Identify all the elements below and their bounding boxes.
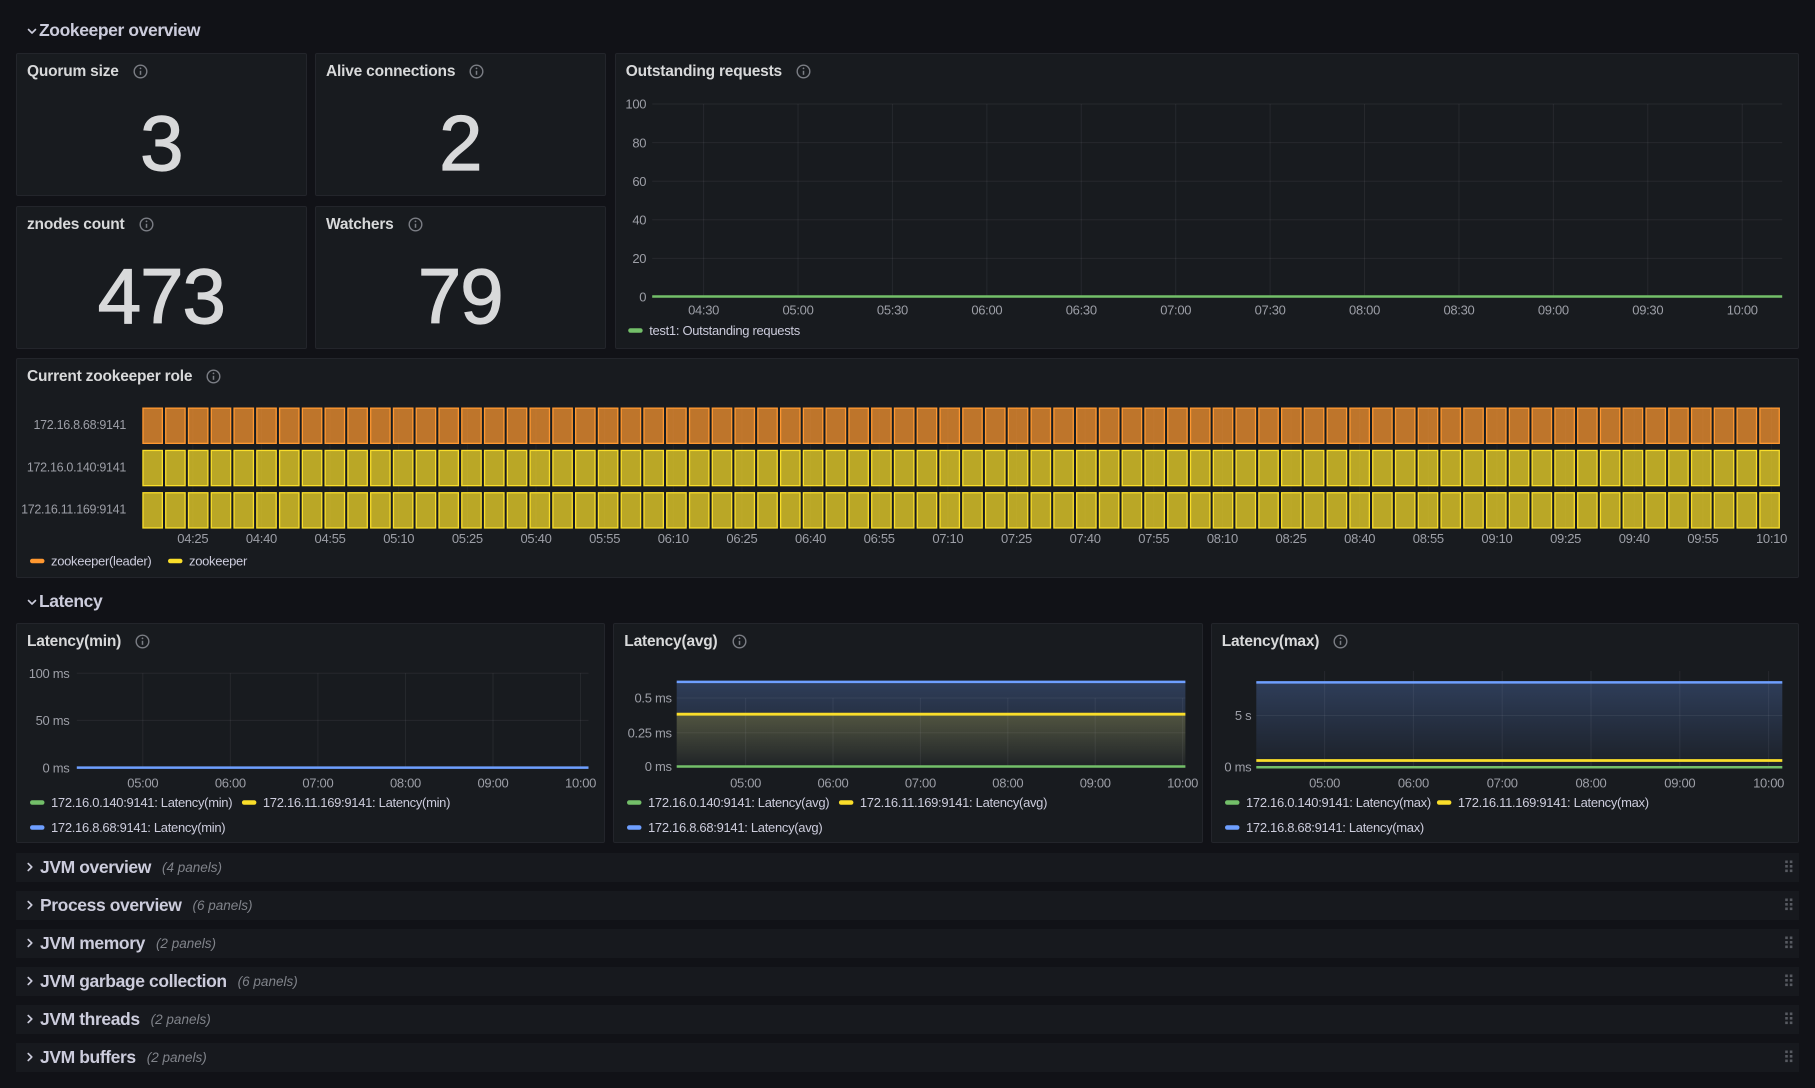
svg-text:07:00: 07:00	[302, 775, 333, 790]
svg-text:05:00: 05:00	[730, 775, 761, 790]
svg-text:20: 20	[632, 251, 646, 266]
svg-text:172.16.8.68:9141: Latency(avg): 172.16.8.68:9141: Latency(avg)	[648, 820, 822, 835]
svg-text:08:40: 08:40	[1344, 531, 1375, 546]
svg-text:05:25: 05:25	[452, 531, 483, 546]
svg-text:07:00: 07:00	[1486, 775, 1517, 790]
svg-text:60: 60	[632, 174, 646, 189]
svg-text:09:00: 09:00	[1538, 302, 1569, 317]
svg-text:0 ms: 0 ms	[43, 761, 71, 776]
svg-text:08:00: 08:00	[1349, 302, 1380, 317]
svg-text:172.16.11.169:9141: Latency(ma: 172.16.11.169:9141: Latency(max)	[1458, 795, 1649, 810]
svg-text:07:10: 07:10	[932, 531, 963, 546]
svg-text:07:40: 07:40	[1070, 531, 1101, 546]
svg-text:07:55: 07:55	[1138, 531, 1169, 546]
svg-text:05:10: 05:10	[383, 531, 414, 546]
svg-text:10:00: 10:00	[1727, 302, 1758, 317]
svg-text:100: 100	[625, 97, 646, 112]
svg-text:0.5 ms: 0.5 ms	[635, 691, 673, 706]
svg-text:10:00: 10:00	[1167, 775, 1198, 790]
svg-text:05:55: 05:55	[589, 531, 620, 546]
svg-text:80: 80	[632, 135, 646, 150]
svg-text:05:40: 05:40	[520, 531, 551, 546]
svg-text:172.16.8.68:9141: 172.16.8.68:9141	[33, 418, 126, 432]
svg-text:05:30: 05:30	[877, 302, 908, 317]
svg-text:0.25 ms: 0.25 ms	[628, 725, 673, 740]
svg-text:09:00: 09:00	[1664, 775, 1695, 790]
svg-text:08:10: 08:10	[1207, 531, 1238, 546]
svg-text:10:00: 10:00	[565, 775, 596, 790]
svg-text:zookeeper: zookeeper	[189, 554, 248, 569]
svg-text:06:25: 06:25	[726, 531, 757, 546]
svg-text:04:30: 04:30	[688, 302, 719, 317]
svg-text:05:00: 05:00	[782, 302, 813, 317]
svg-text:06:00: 06:00	[1398, 775, 1429, 790]
svg-text:10:10: 10:10	[1756, 531, 1787, 546]
svg-text:06:30: 06:30	[1066, 302, 1097, 317]
svg-text:08:55: 08:55	[1413, 531, 1444, 546]
svg-text:06:55: 06:55	[864, 531, 895, 546]
svg-text:172.16.0.140:9141: Latency(max: 172.16.0.140:9141: Latency(max)	[1246, 795, 1431, 810]
svg-text:0: 0	[639, 290, 646, 305]
svg-text:09:30: 09:30	[1632, 302, 1663, 317]
svg-text:09:00: 09:00	[477, 775, 508, 790]
svg-text:04:55: 04:55	[315, 531, 346, 546]
svg-text:09:00: 09:00	[1080, 775, 1111, 790]
svg-text:172.16.11.169:9141: Latency(av: 172.16.11.169:9141: Latency(avg)	[860, 795, 1047, 810]
svg-text:05:00: 05:00	[1309, 775, 1340, 790]
svg-text:08:30: 08:30	[1443, 302, 1474, 317]
svg-text:0 ms: 0 ms	[1224, 760, 1252, 775]
svg-text:172.16.8.68:9141: Latency(min): 172.16.8.68:9141: Latency(min)	[51, 820, 225, 835]
svg-text:06:40: 06:40	[795, 531, 826, 546]
svg-text:172.16.11.169:9141: 172.16.11.169:9141	[21, 503, 126, 517]
svg-text:04:40: 04:40	[246, 531, 277, 546]
svg-text:50 ms: 50 ms	[36, 713, 71, 728]
svg-text:172.16.8.68:9141: Latency(max): 172.16.8.68:9141: Latency(max)	[1246, 820, 1424, 835]
svg-text:06:00: 06:00	[818, 775, 849, 790]
svg-text:172.16.11.169:9141: Latency(mi: 172.16.11.169:9141: Latency(min)	[263, 795, 450, 810]
svg-text:08:00: 08:00	[1575, 775, 1606, 790]
svg-text:09:40: 09:40	[1619, 531, 1650, 546]
svg-text:08:00: 08:00	[390, 775, 421, 790]
svg-text:08:25: 08:25	[1276, 531, 1307, 546]
svg-text:07:00: 07:00	[905, 775, 936, 790]
svg-text:10:00: 10:00	[1753, 775, 1784, 790]
svg-text:08:00: 08:00	[993, 775, 1024, 790]
svg-text:06:10: 06:10	[658, 531, 689, 546]
svg-text:40: 40	[632, 212, 646, 227]
svg-text:5 s: 5 s	[1235, 708, 1252, 723]
svg-text:07:30: 07:30	[1254, 302, 1285, 317]
svg-text:04:25: 04:25	[177, 531, 208, 546]
svg-text:09:55: 09:55	[1687, 531, 1718, 546]
svg-text:172.16.0.140:9141: Latency(min: 172.16.0.140:9141: Latency(min)	[51, 795, 232, 810]
svg-text:172.16.0.140:9141: 172.16.0.140:9141	[27, 460, 127, 474]
svg-text:09:25: 09:25	[1550, 531, 1581, 546]
svg-text:07:25: 07:25	[1001, 531, 1032, 546]
svg-text:09:10: 09:10	[1481, 531, 1512, 546]
svg-text:zookeeper(leader): zookeeper(leader)	[51, 554, 151, 569]
svg-text:05:00: 05:00	[127, 775, 158, 790]
svg-text:0 ms: 0 ms	[645, 759, 673, 774]
svg-text:100 ms: 100 ms	[29, 666, 71, 681]
svg-text:test1: Outstanding requests: test1: Outstanding requests	[649, 323, 801, 338]
svg-text:172.16.0.140:9141: Latency(avg: 172.16.0.140:9141: Latency(avg)	[648, 795, 829, 810]
svg-text:06:00: 06:00	[971, 302, 1002, 317]
svg-text:07:00: 07:00	[1160, 302, 1191, 317]
svg-text:06:00: 06:00	[215, 775, 246, 790]
